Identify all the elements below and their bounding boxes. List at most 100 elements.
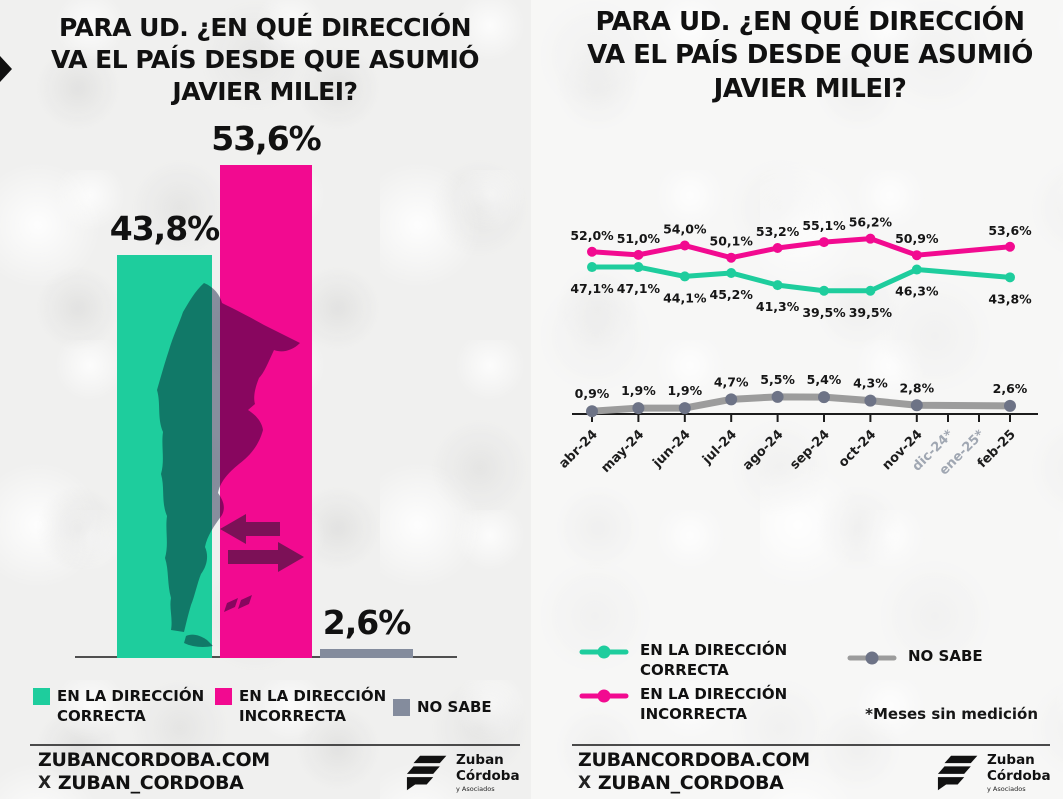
data-point	[865, 233, 876, 244]
data-point	[1005, 272, 1015, 283]
data-point	[633, 262, 644, 273]
data-point-label: 2,6%	[993, 381, 1028, 396]
data-point	[725, 393, 738, 406]
data-point-label: 5,4%	[807, 372, 842, 387]
brand-sub: y Asociados	[987, 784, 1026, 793]
data-point-label: 56,2%	[849, 215, 893, 230]
legend-marker-no-sabe	[847, 651, 897, 665]
data-point	[1004, 399, 1016, 412]
x-handle-left: X ZUBAN_CORDOBA	[38, 772, 244, 794]
data-point-label: 2,8%	[899, 380, 934, 395]
x-handle-text-right: ZUBAN_CORDOBA	[597, 772, 784, 794]
brand-name-2: Córdoba	[987, 767, 1051, 784]
data-point-label: 5,5%	[760, 372, 795, 387]
data-point	[587, 246, 597, 257]
series-line-2	[588, 393, 1014, 415]
data-point-label: 43,8%	[988, 291, 1032, 306]
legend-swatch-no-sabe	[393, 699, 410, 716]
data-point-label: 1,9%	[667, 383, 702, 398]
data-point-label: 47,1%	[570, 281, 614, 296]
x-tick-label: jul-24	[699, 427, 740, 468]
footer-divider-left	[30, 744, 520, 746]
data-point-label: 1,9%	[621, 383, 656, 398]
data-point	[679, 271, 690, 282]
brand-name-1: Zuban	[987, 752, 1035, 769]
data-point	[632, 402, 645, 415]
zuban-cordoba-logo-right: Zuban Córdoba y Asociados	[933, 751, 1051, 795]
zuban-logo-icon	[937, 755, 978, 791]
bar-value-label-incorrecta: 53,6%	[211, 119, 321, 158]
direction-arrows-icon	[220, 514, 304, 572]
data-point-label: 53,6%	[988, 223, 1032, 238]
legend-item-incorrecta-line: EN LA DIRECCIÓN INCORRECTA	[579, 684, 788, 725]
brand-name-1: Zuban	[456, 752, 504, 769]
x-tick-label: sep-24	[787, 427, 833, 473]
data-point	[910, 399, 923, 412]
data-point	[911, 250, 922, 261]
brand-name-2: Córdoba	[456, 767, 520, 784]
unmeasured-months-note: *Meses sin medición	[865, 705, 1038, 723]
x-tick-label: oct-24	[836, 427, 879, 470]
data-point	[865, 285, 876, 296]
legend-swatch-correcta	[33, 688, 50, 705]
data-point	[819, 237, 829, 248]
legend-label-correcta: EN LA DIRECCIÓN CORRECTA	[57, 687, 205, 726]
x-tick-label: abr-24	[556, 427, 601, 472]
website-text-left: ZUBANCORDOBA.COM	[38, 749, 270, 771]
data-point-label: 55,1%	[802, 218, 846, 233]
data-point	[818, 391, 830, 404]
x-logo-icon: X	[578, 773, 591, 793]
data-point-label: 47,1%	[617, 281, 661, 296]
data-point	[1005, 241, 1015, 252]
legend-marker-incorrecta	[579, 689, 629, 703]
legend-marker-correcta	[579, 645, 629, 659]
data-point	[586, 405, 598, 418]
data-point-label: 4,7%	[714, 374, 749, 389]
legend-label-incorrecta-line: EN LA DIRECCIÓN INCORRECTA	[640, 685, 788, 724]
legend-label-correcta-line: EN LA DIRECCIÓN CORRECTA	[640, 641, 788, 680]
zuban-logo-icon	[406, 755, 447, 791]
website-text-right: ZUBANCORDOBA.COM	[578, 749, 810, 771]
x-tick-label: jun-24	[649, 427, 693, 471]
x-tick-label: may-24	[599, 427, 648, 476]
legend-label-no-sabe: NO SABE	[417, 698, 492, 716]
data-point	[819, 285, 829, 296]
data-point-label: 44,1%	[663, 290, 707, 305]
data-point-label: 39,5%	[849, 305, 893, 320]
legend-label-no-sabe-line: NO SABE	[908, 647, 983, 665]
data-point	[679, 240, 690, 251]
bar-value-label-no-sabe: 2,6%	[322, 603, 412, 642]
x-logo-icon: X	[38, 773, 51, 793]
zuban-cordoba-logo-left: Zuban Córdoba y Asociados	[402, 751, 520, 795]
legend-item-correcta-line: EN LA DIRECCIÓN CORRECTA	[579, 640, 788, 681]
legend-item-correcta: EN LA DIRECCIÓN CORRECTA	[33, 686, 204, 727]
legend-item-no-sabe-line: NO SABE	[847, 646, 983, 666]
brand-sub: y Asociados	[456, 784, 495, 793]
legend-item-no-sabe: NO SABE	[393, 697, 492, 717]
data-point	[678, 402, 691, 415]
data-point	[771, 390, 784, 403]
data-point	[726, 267, 737, 278]
data-point	[772, 243, 783, 254]
data-point-label: 50,1%	[710, 234, 754, 249]
data-point-label: 53,2%	[756, 224, 800, 239]
data-point-label: 51,0%	[617, 231, 661, 246]
data-point-label: 45,2%	[710, 287, 754, 302]
bar-value-label-correcta: 43,8%	[109, 209, 220, 248]
data-point-label: 46,3%	[895, 284, 939, 299]
left-chart-title: PARA UD. ¿EN QUÉ DIRECCIÓN VA EL PAÍS DE…	[50, 13, 480, 106]
data-point-label: 50,9%	[895, 231, 939, 246]
footer-divider-right	[572, 744, 1050, 746]
legend-label-incorrecta: EN LA DIRECCIÓN INCORRECTA	[239, 687, 387, 726]
bar-no-sabe	[320, 649, 413, 658]
corner-decoration	[0, 56, 12, 82]
data-point-label: 41,3%	[756, 299, 800, 314]
legend-swatch-incorrecta	[215, 688, 232, 705]
legend-item-incorrecta: EN LA DIRECCIÓN INCORRECTA	[215, 686, 386, 727]
data-point-label: 52,0%	[570, 228, 614, 243]
data-point	[633, 249, 644, 260]
right-chart-title: PARA UD. ¿EN QUÉ DIRECCIÓN VA EL PAÍS DE…	[587, 7, 1033, 104]
